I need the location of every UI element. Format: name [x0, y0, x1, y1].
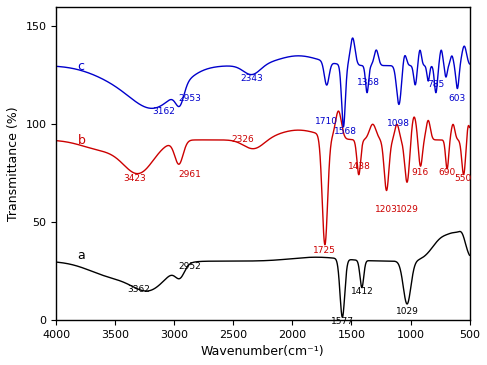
Text: 1412: 1412 [351, 287, 373, 296]
Text: 550: 550 [454, 174, 471, 183]
Text: 1725: 1725 [314, 246, 337, 255]
Y-axis label: Transmittance (%): Transmittance (%) [7, 106, 20, 221]
Text: a: a [77, 249, 85, 262]
Text: 1368: 1368 [357, 78, 380, 87]
Text: 690: 690 [438, 168, 456, 177]
Text: 1710: 1710 [315, 117, 338, 126]
Text: 2343: 2343 [241, 74, 263, 83]
Text: 1203: 1203 [375, 205, 398, 214]
Text: 1029: 1029 [395, 205, 418, 214]
Text: 1098: 1098 [388, 119, 411, 128]
Text: 1438: 1438 [348, 162, 371, 171]
Text: b: b [77, 134, 85, 147]
Text: 2953: 2953 [178, 94, 201, 103]
Text: 3362: 3362 [128, 285, 150, 295]
Text: 2961: 2961 [178, 170, 201, 179]
Text: 785: 785 [427, 80, 445, 89]
Text: 3423: 3423 [123, 174, 146, 183]
Text: 2326: 2326 [231, 135, 254, 144]
Text: 2952: 2952 [178, 262, 201, 271]
Text: 916: 916 [412, 168, 429, 177]
Text: 3162: 3162 [152, 107, 175, 116]
Text: 1568: 1568 [334, 127, 356, 136]
Text: 1577: 1577 [331, 317, 354, 326]
Text: 603: 603 [449, 94, 466, 103]
X-axis label: Wavenumber(cm⁻¹): Wavenumber(cm⁻¹) [201, 345, 325, 358]
Text: c: c [77, 59, 84, 73]
Text: 1029: 1029 [395, 307, 418, 316]
